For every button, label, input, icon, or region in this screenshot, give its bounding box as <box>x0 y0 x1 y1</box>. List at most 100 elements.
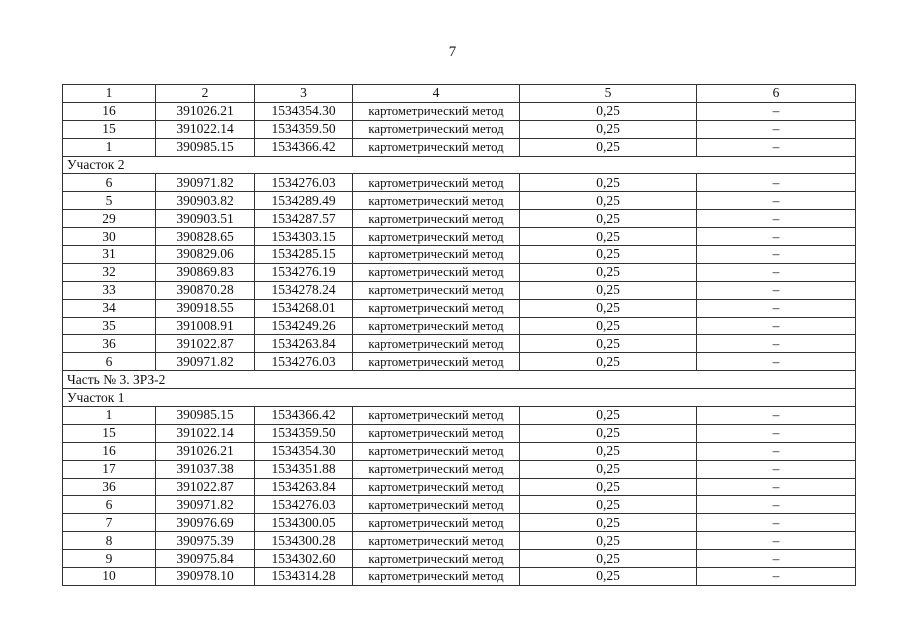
x-coordinate-cell: 390978.10 <box>155 567 255 586</box>
note-cell: – <box>696 191 856 211</box>
note-cell: – <box>696 245 856 264</box>
accuracy-cell: 0,25 <box>519 495 697 515</box>
y-coordinate-cell: 1534263.84 <box>254 334 353 354</box>
note-cell: – <box>696 459 856 479</box>
table-row: 16 391026.21 1534354.30 картометрический ме… <box>62 441 856 461</box>
x-coordinate-cell: 390975.84 <box>155 549 255 569</box>
table-row: 15 391022.14 1534359.50 картометрический ме… <box>62 423 856 443</box>
point-number-cell: 8 <box>62 531 156 551</box>
method-cell: картометрический метод <box>352 209 520 229</box>
note-cell: – <box>696 549 856 569</box>
note-cell: – <box>696 280 856 300</box>
x-coordinate-cell: 390903.51 <box>155 209 255 229</box>
method-cell: картометрический метод <box>352 191 520 211</box>
note-cell: – <box>696 531 856 551</box>
y-coordinate-cell: 1534366.42 <box>254 406 353 425</box>
y-coordinate-cell: 1534268.01 <box>254 298 353 318</box>
column-header: 2 <box>155 84 255 103</box>
method-cell: картометрический метод <box>352 423 520 443</box>
table-row: 6 390971.82 1534276.03 картометрический мет… <box>62 352 856 372</box>
section-label: Участок 2 <box>62 155 856 175</box>
table-row: 1 390985.15 1534366.42 картометрический мет… <box>62 137 856 157</box>
x-coordinate-cell: 390870.28 <box>155 280 255 300</box>
table-row: 36 391022.87 1534263.84 картометрический ме… <box>62 477 856 497</box>
x-coordinate-cell: 390975.39 <box>155 531 255 551</box>
y-coordinate-cell: 1534276.03 <box>254 173 353 193</box>
accuracy-cell: 0,25 <box>519 245 697 264</box>
accuracy-cell: 0,25 <box>519 191 697 211</box>
table-row: 15 391022.14 1534359.50 картометрический ме… <box>62 119 856 139</box>
y-coordinate-cell: 1534359.50 <box>254 423 353 443</box>
y-coordinate-cell: 1534249.26 <box>254 316 353 336</box>
accuracy-cell: 0,25 <box>519 173 697 193</box>
x-coordinate-cell: 390985.15 <box>155 406 255 425</box>
method-cell: картометрический метод <box>352 495 520 515</box>
method-cell: картометрический метод <box>352 531 520 551</box>
x-coordinate-cell: 390828.65 <box>155 227 255 247</box>
point-number-cell: 33 <box>62 280 156 300</box>
accuracy-cell: 0,25 <box>519 352 697 372</box>
note-cell: – <box>696 334 856 354</box>
table-row: 6 390971.82 1534276.03 картометрический мет… <box>62 173 856 193</box>
method-cell: картометрический метод <box>352 316 520 336</box>
x-coordinate-cell: 390985.15 <box>155 137 255 157</box>
table-row: 32 390869.83 1534276.19 картометрический ме… <box>62 262 856 282</box>
note-cell: – <box>696 513 856 533</box>
point-number-cell: 6 <box>62 352 156 372</box>
x-coordinate-cell: 391026.21 <box>155 101 255 121</box>
section-label: Часть № 3. ЗРЗ-2 <box>62 370 856 390</box>
y-coordinate-cell: 1534314.28 <box>254 567 353 586</box>
section-row: Часть № 3. ЗРЗ-2 <box>62 370 856 390</box>
point-number-cell: 29 <box>62 209 156 229</box>
x-coordinate-cell: 390971.82 <box>155 352 255 372</box>
method-cell: картометрический метод <box>352 280 520 300</box>
y-coordinate-cell: 1534354.30 <box>254 441 353 461</box>
note-cell: – <box>696 441 856 461</box>
section-row: Участок 1 <box>62 388 856 408</box>
y-coordinate-cell: 1534300.05 <box>254 513 353 533</box>
x-coordinate-cell: 391022.14 <box>155 423 255 443</box>
method-cell: картометрический метод <box>352 406 520 425</box>
table-row: 31 390829.06 1534285.15 картометрический ме… <box>62 245 856 264</box>
column-header: 4 <box>352 84 520 103</box>
point-number-cell: 1 <box>62 137 156 157</box>
point-number-cell: 15 <box>62 119 156 139</box>
accuracy-cell: 0,25 <box>519 513 697 533</box>
accuracy-cell: 0,25 <box>519 441 697 461</box>
x-coordinate-cell: 391022.14 <box>155 119 255 139</box>
note-cell: – <box>696 227 856 247</box>
y-coordinate-cell: 1534303.15 <box>254 227 353 247</box>
method-cell: картометрический метод <box>352 262 520 282</box>
note-cell: – <box>696 352 856 372</box>
method-cell: картометрический метод <box>352 352 520 372</box>
x-coordinate-cell: 390829.06 <box>155 245 255 264</box>
point-number-cell: 7 <box>62 513 156 533</box>
point-number-cell: 1 <box>62 406 156 425</box>
table-row: 29 390903.51 1534287.57 картометрический ме… <box>62 209 856 229</box>
note-cell: – <box>696 137 856 157</box>
column-header: 5 <box>519 84 697 103</box>
accuracy-cell: 0,25 <box>519 549 697 569</box>
y-coordinate-cell: 1534366.42 <box>254 137 353 157</box>
accuracy-cell: 0,25 <box>519 119 697 139</box>
point-number-cell: 35 <box>62 316 156 336</box>
x-coordinate-cell: 390903.82 <box>155 191 255 211</box>
accuracy-cell: 0,25 <box>519 531 697 551</box>
note-cell: – <box>696 209 856 229</box>
point-number-cell: 10 <box>62 567 156 586</box>
accuracy-cell: 0,25 <box>519 459 697 479</box>
table-row: 8 390975.39 1534300.28 картометрический мет… <box>62 531 856 551</box>
y-coordinate-cell: 1534354.30 <box>254 101 353 121</box>
table-row: 17 391037.38 1534351.88 картометрический ме… <box>62 459 856 479</box>
table-row: 10 390978.10 1534314.28 картометрический ме… <box>62 567 856 586</box>
method-cell: картометрический метод <box>352 334 520 354</box>
accuracy-cell: 0,25 <box>519 567 697 586</box>
x-coordinate-cell: 391026.21 <box>155 441 255 461</box>
column-header: 3 <box>254 84 353 103</box>
table-row: 16 391026.21 1534354.30 картометрический ме… <box>62 101 856 121</box>
accuracy-cell: 0,25 <box>519 262 697 282</box>
method-cell: картометрический метод <box>352 477 520 497</box>
accuracy-cell: 0,25 <box>519 101 697 121</box>
column-header: 1 <box>62 84 156 103</box>
